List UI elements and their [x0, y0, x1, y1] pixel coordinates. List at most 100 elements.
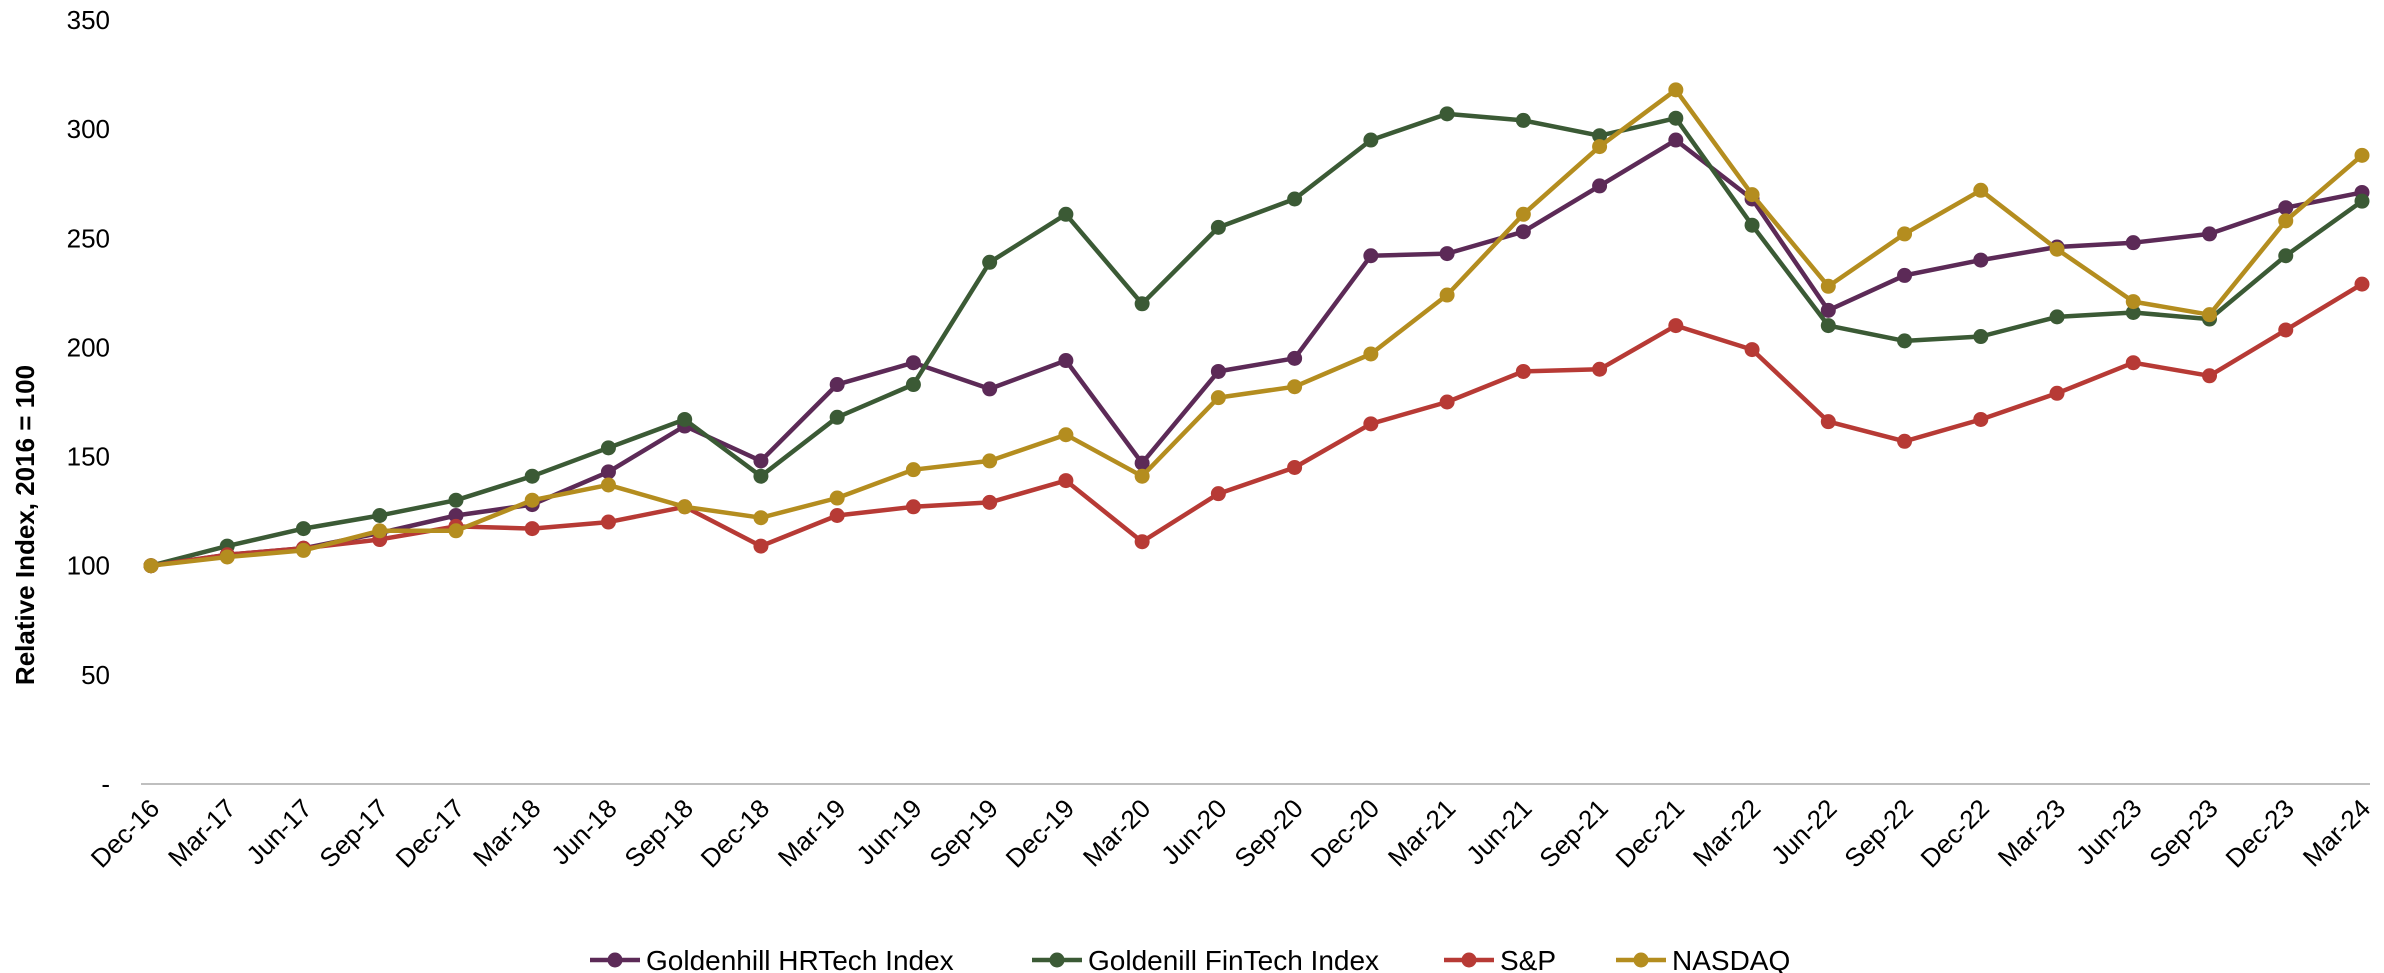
data-point	[753, 468, 769, 484]
data-point	[1134, 468, 1150, 484]
x-tick-label: Mar-17	[162, 793, 241, 872]
data-point	[2278, 200, 2294, 216]
data-point	[2354, 147, 2370, 163]
data-point	[1363, 346, 1379, 362]
x-tick-label: Jun-17	[240, 793, 317, 870]
data-point	[1897, 226, 1913, 242]
data-point	[1515, 112, 1531, 128]
legend-point-marker	[1049, 952, 1065, 968]
x-tick-label: Mar-22	[1687, 793, 1766, 872]
data-point	[372, 508, 388, 524]
series-3	[143, 82, 2370, 574]
data-point	[295, 542, 311, 558]
data-point	[2125, 355, 2141, 371]
data-point	[2278, 213, 2294, 229]
data-point	[1287, 191, 1303, 207]
data-point	[2278, 248, 2294, 264]
x-tick-label: Sep-23	[2143, 793, 2223, 873]
data-point	[600, 440, 616, 456]
x-tick-label: Jun-19	[850, 793, 927, 870]
x-tick-label: Sep-17	[313, 793, 393, 873]
data-point	[1058, 427, 1074, 443]
data-point	[448, 508, 464, 524]
data-point	[2125, 305, 2141, 321]
data-point	[753, 453, 769, 469]
legend-item: NASDAQ	[1616, 945, 1790, 973]
data-point	[2125, 235, 2141, 251]
data-point	[753, 538, 769, 554]
data-point	[905, 377, 921, 393]
y-tick-label: 50	[81, 660, 110, 690]
data-point	[1058, 473, 1074, 489]
data-point	[2125, 294, 2141, 310]
data-point	[2354, 276, 2370, 292]
data-point	[1058, 353, 1074, 369]
data-point	[1668, 318, 1684, 334]
x-tick-label: Dec-17	[390, 793, 470, 873]
data-point	[1744, 342, 1760, 358]
legend-point-marker	[1461, 952, 1477, 968]
data-point	[524, 521, 540, 537]
data-point	[2278, 322, 2294, 338]
x-tick-label: Mar-21	[1382, 793, 1461, 872]
data-point	[1820, 278, 1836, 294]
legend-item: S&P	[1444, 945, 1556, 973]
y-tick-label: 300	[67, 114, 110, 144]
data-point	[829, 508, 845, 524]
data-point	[2049, 309, 2065, 325]
data-point	[1744, 187, 1760, 203]
data-point	[1363, 132, 1379, 148]
x-tick-label: Dec-19	[1000, 793, 1080, 873]
data-point	[982, 381, 998, 397]
data-point	[982, 254, 998, 270]
data-point	[1287, 379, 1303, 395]
data-point	[905, 355, 921, 371]
data-point	[2049, 385, 2065, 401]
y-tick-label: 350	[67, 5, 110, 35]
data-point	[600, 514, 616, 530]
data-point	[1515, 224, 1531, 240]
x-tick-label: Mar-24	[2297, 793, 2376, 872]
data-point	[295, 521, 311, 537]
data-point	[600, 464, 616, 480]
data-point	[1439, 106, 1455, 122]
data-point	[1515, 363, 1531, 379]
data-point	[2202, 307, 2218, 323]
data-point	[219, 549, 235, 565]
data-point	[1134, 296, 1150, 312]
x-tick-label: Dec-22	[1915, 793, 1995, 873]
data-point	[829, 490, 845, 506]
series-line	[148, 137, 2365, 568]
data-point	[1897, 333, 1913, 349]
x-tick-label: Dec-21	[1610, 793, 1690, 873]
legend: Goldenhill HRTech Index Goldenill FinTech…	[590, 945, 1790, 973]
data-point	[1973, 411, 1989, 427]
series-lines	[143, 82, 2370, 574]
data-point	[829, 409, 845, 425]
data-point	[2202, 226, 2218, 242]
legend-label: Goldenhill HRTech Index	[646, 945, 954, 973]
data-point	[1439, 394, 1455, 410]
legend-item: Goldenill FinTech Index	[1032, 945, 1379, 973]
x-tick-label: Mar-20	[1077, 793, 1156, 872]
series-0	[143, 132, 2370, 574]
x-tick-label: Dec-18	[695, 793, 775, 873]
data-point	[753, 510, 769, 526]
x-tick-label: Sep-20	[1228, 793, 1308, 873]
data-point	[677, 499, 693, 515]
data-point	[1210, 486, 1226, 502]
y-tick-label: 200	[67, 332, 110, 362]
data-point	[1592, 361, 1608, 377]
data-point	[448, 492, 464, 508]
data-point	[1744, 217, 1760, 233]
data-point	[1287, 350, 1303, 366]
x-tick-label: Sep-22	[1838, 793, 1918, 873]
data-point	[1210, 219, 1226, 235]
data-point	[1820, 302, 1836, 318]
x-tick-label: Jun-23	[2070, 793, 2147, 870]
x-tick-label: Mar-19	[772, 793, 851, 872]
data-point	[982, 453, 998, 469]
series-2	[143, 276, 2370, 574]
y-tick-label: 250	[67, 223, 110, 253]
